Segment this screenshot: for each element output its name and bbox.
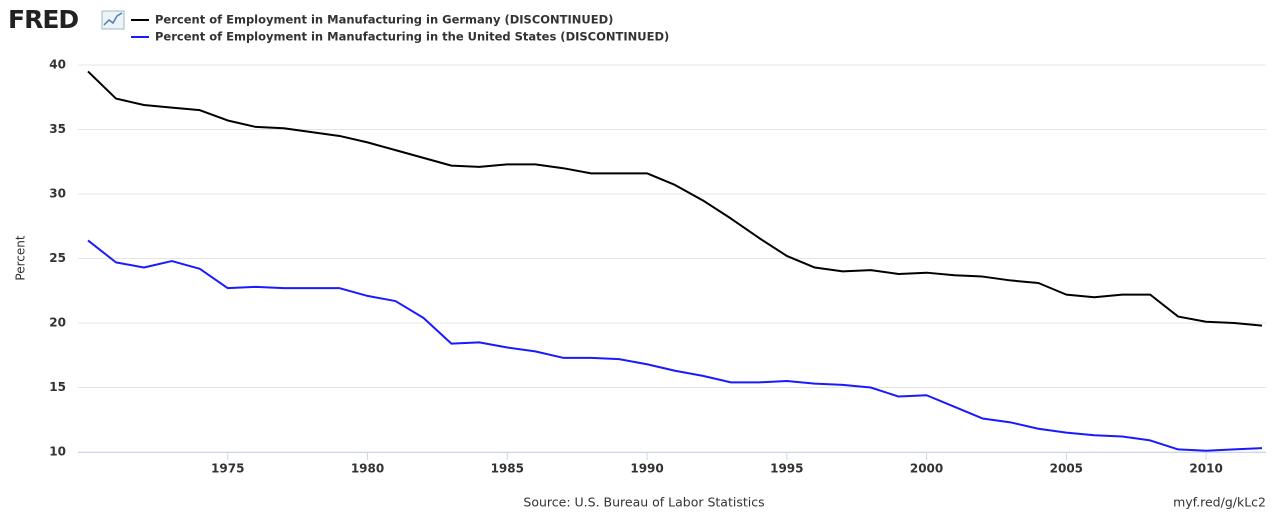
series-line — [87, 239, 1263, 452]
link: myf.red/g/kLc2 — [1173, 495, 1266, 510]
series-line — [87, 70, 1263, 327]
y-tick-label: 40 — [49, 58, 66, 72]
y-tick-label: 15 — [49, 380, 66, 394]
x-tick-label: 2010 — [1189, 462, 1222, 476]
x-tick-label: 1975 — [211, 462, 244, 476]
y-tick-label: 35 — [49, 122, 66, 136]
logo: FRED — [8, 5, 78, 34]
legend-label: Percent of Employment in Manufacturing i… — [155, 30, 669, 44]
logo-icon — [101, 10, 125, 30]
source: Source: U.S. Bureau of Labor Statistics — [523, 495, 764, 510]
y-tick-label: 25 — [49, 251, 66, 265]
x-tick-label: 2000 — [910, 462, 943, 476]
x-tick-label: 2005 — [1050, 462, 1083, 476]
x-tick-label: 1980 — [351, 462, 384, 476]
y-axis-label: Percent — [14, 235, 28, 280]
legend-label: Percent of Employment in Manufacturing i… — [155, 13, 613, 27]
x-tick-label: 1990 — [630, 462, 663, 476]
y-tick-label: 10 — [49, 445, 66, 459]
x-tick-label: 1985 — [491, 462, 524, 476]
x-tick-label: 1995 — [770, 462, 803, 476]
y-tick-label: 30 — [49, 187, 66, 201]
y-tick-label: 20 — [49, 316, 66, 330]
